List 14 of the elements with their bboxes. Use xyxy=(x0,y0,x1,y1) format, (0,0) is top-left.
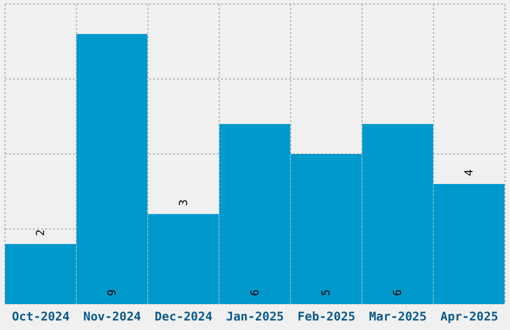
x-tick-label: Jan-2025 xyxy=(226,310,284,324)
x-tick-label: Oct-2024 xyxy=(12,310,70,324)
x-tick-label: Dec-2024 xyxy=(154,310,212,324)
x-tick-label: Nov-2024 xyxy=(83,310,142,324)
data-label: 6 xyxy=(248,289,262,296)
data-label: 5 xyxy=(320,289,333,296)
data-label: 3 xyxy=(176,199,190,206)
x-tick-label: Mar-2025 xyxy=(368,310,427,324)
data-label: 2 xyxy=(34,229,47,236)
data-label: 4 xyxy=(462,169,476,176)
x-tick-label: Apr-2025 xyxy=(440,310,498,324)
data-label: 6 xyxy=(391,289,404,296)
data-label: 9 xyxy=(105,289,118,296)
x-tick-label: Feb-2025 xyxy=(298,310,356,324)
